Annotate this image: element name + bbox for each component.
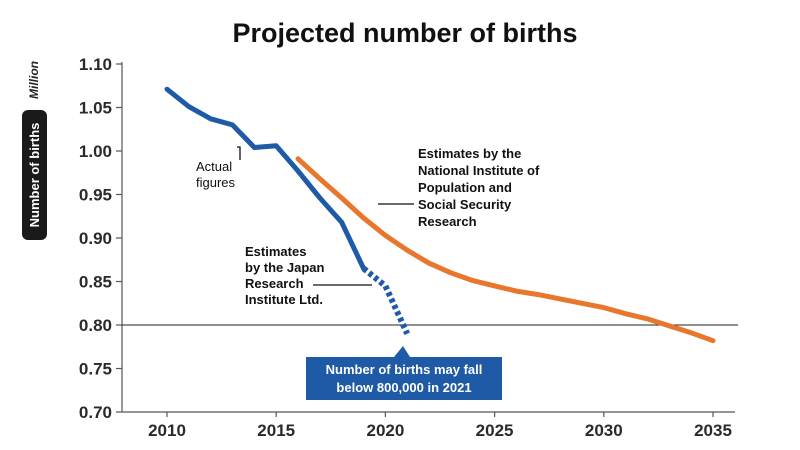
nipssr-label-line4: Social Security	[418, 197, 512, 212]
y-axis-title: Number of births	[27, 123, 42, 228]
x-tick-label-0: 2010	[148, 421, 186, 440]
y-unit-label: Million	[27, 61, 41, 99]
nipssr-label-line3: Population and	[418, 180, 512, 195]
callout-box	[306, 357, 502, 400]
chart-title: Projected number of births	[232, 18, 577, 48]
jri-label-line4: Institute Ltd.	[245, 292, 323, 307]
callout-text-line2: below 800,000 in 2021	[336, 380, 471, 395]
y-tick-label-6: 0.80	[79, 316, 112, 335]
nipssr-label-line5: Research	[418, 214, 477, 229]
y-axis-title-background	[22, 110, 47, 240]
x-tick-label-2: 2020	[366, 421, 404, 440]
actual-figures-label-line2: figures	[196, 175, 236, 190]
actual-figures-leader	[237, 146, 241, 160]
y-tick-label-0: 1.10	[79, 55, 112, 74]
x-tick-label-3: 2025	[476, 421, 514, 440]
y-tick-label-5: 0.85	[79, 273, 112, 292]
jri-label-line1: Estimates	[245, 244, 306, 259]
y-tick-label-7: 0.75	[79, 360, 112, 379]
callout-text-line1: Number of births may fall	[326, 362, 483, 377]
series-jri-estimate	[361, 266, 410, 335]
y-tick-group: 1.10 1.05 1.00 0.95 0.90 0.85 0.80 0.75 0.70	[79, 55, 122, 422]
y-tick-label-8: 0.70	[79, 403, 112, 422]
x-tick-label-4: 2030	[585, 421, 623, 440]
callout-pointer	[394, 346, 410, 357]
actual-figures-label-line1: Actual	[196, 159, 232, 174]
jri-label-line3: Research	[245, 276, 304, 291]
x-tick-label-5: 2035	[694, 421, 732, 440]
y-tick-label-4: 0.90	[79, 229, 112, 248]
jri-label-line2: by the Japan	[245, 260, 325, 275]
nipssr-label-line2: National Institute of	[418, 163, 540, 178]
y-tick-label-2: 1.00	[79, 142, 112, 161]
series-nipssr-estimate	[295, 156, 716, 344]
y-tick-label-3: 0.95	[79, 186, 112, 205]
x-tick-label-1: 2015	[257, 421, 295, 440]
y-tick-label-1: 1.05	[79, 99, 112, 118]
nipssr-label-line1: Estimates by the	[418, 146, 521, 161]
series-actual-figures	[164, 86, 367, 271]
x-tick-group: 2010 2015 2020 2025 2030 2035	[148, 412, 732, 440]
